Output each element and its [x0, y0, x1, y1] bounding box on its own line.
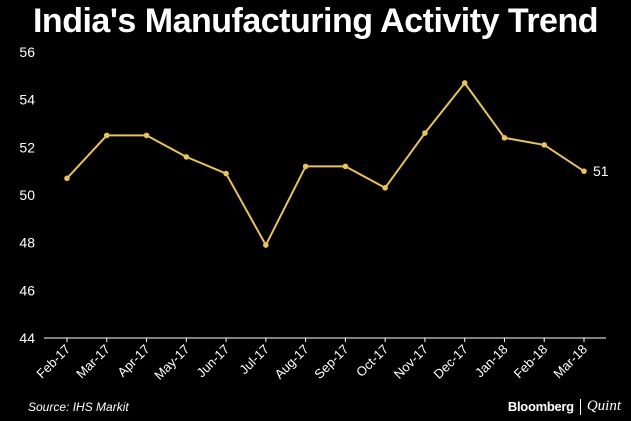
data-point [143, 132, 150, 139]
x-tick-label: Apr-17 [114, 342, 152, 380]
y-tick-label: 54 [19, 92, 35, 108]
data-point [501, 135, 508, 141]
data-point [342, 163, 349, 170]
data-point [263, 242, 269, 248]
y-tick-label: 48 [19, 235, 35, 251]
x-tick-label: Mar-17 [73, 342, 113, 382]
data-point [581, 168, 587, 174]
end-value-label: 51 [593, 163, 609, 179]
x-tick-label: May-17 [151, 342, 192, 383]
y-tick-label: 52 [19, 139, 35, 155]
brand-divider [579, 398, 581, 415]
data-point [382, 185, 388, 191]
series-line [66, 81, 585, 247]
series-pmi: 51 [64, 80, 609, 248]
x-tick-label: Sep-17 [311, 342, 351, 382]
data-point [64, 175, 70, 182]
source-note: Source: IHS Markit [28, 400, 129, 414]
data-point [302, 163, 309, 170]
data-point [223, 170, 229, 177]
y-tick-label: 56 [19, 44, 35, 60]
y-tick-label: 44 [19, 330, 35, 346]
brand-logo: Bloomberg Quint [508, 398, 621, 415]
data-point [541, 142, 548, 148]
x-tick-label: Jun-17 [193, 342, 232, 381]
x-tick-label: Feb-18 [511, 342, 551, 382]
data-point [103, 132, 110, 139]
x-tick-label: Aug-17 [271, 342, 311, 382]
y-tick-label: 50 [19, 187, 35, 203]
data-point [422, 130, 428, 136]
x-tick-label: Jul-17 [236, 342, 272, 378]
chart-title: India's Manufacturing Activity Trend [32, 2, 599, 40]
brand-bloomberg: Bloomberg [507, 399, 574, 414]
x-tick-label: Feb-17 [33, 342, 73, 382]
y-tick-label: 46 [19, 282, 35, 298]
x-tick-label: Oct-17 [353, 342, 391, 380]
x-tick-label: Mar-18 [550, 342, 590, 382]
x-tick-label: Dec-17 [431, 342, 471, 382]
x-tick-label: Jan-18 [472, 342, 511, 381]
data-point [461, 80, 468, 86]
data-point [183, 154, 190, 160]
x-tick-label: Nov-17 [391, 342, 431, 382]
brand-quint: Quint [586, 398, 621, 414]
y-axis: 44 46 48 50 52 54 56 [19, 44, 35, 346]
